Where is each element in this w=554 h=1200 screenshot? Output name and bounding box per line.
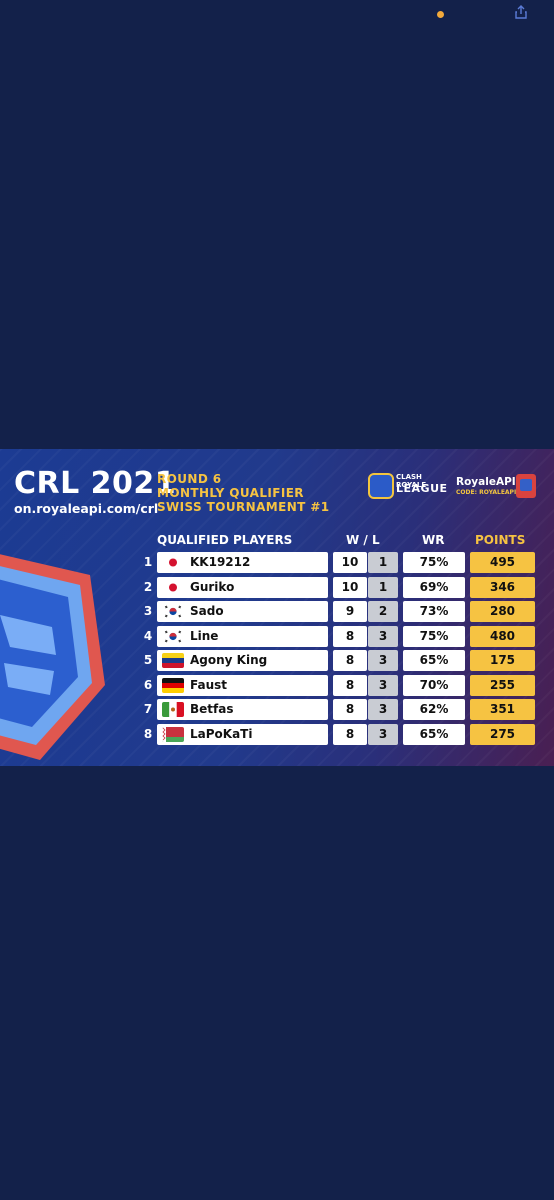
header-wl: W / L bbox=[346, 533, 380, 547]
wins: 8 bbox=[333, 674, 367, 696]
points: 495 bbox=[470, 552, 535, 573]
losses: 1 bbox=[368, 576, 398, 598]
player-name: Sado bbox=[190, 604, 224, 618]
crl-title: CRL 2021 bbox=[14, 466, 177, 501]
rank: 2 bbox=[143, 579, 153, 594]
clash-logo-line1: CLASH ROYALE bbox=[396, 473, 427, 489]
points: 351 bbox=[470, 699, 535, 720]
points: 255 bbox=[470, 674, 535, 696]
header-points: POINTS bbox=[475, 533, 526, 547]
rank: 3 bbox=[143, 604, 153, 618]
crl-shield-emblem bbox=[0, 554, 105, 760]
wins: 8 bbox=[333, 723, 367, 745]
germany-flag-icon bbox=[162, 677, 184, 693]
win-rate: 65% bbox=[403, 723, 465, 745]
table-row: 6 Faust 8 3 70% 255 bbox=[0, 674, 554, 696]
rank: 7 bbox=[143, 702, 153, 716]
wins: 9 bbox=[333, 601, 367, 622]
player-name: Line bbox=[190, 628, 219, 643]
losses: 3 bbox=[368, 625, 398, 647]
points: 280 bbox=[470, 601, 535, 622]
losses: 3 bbox=[368, 650, 398, 671]
player-name: Faust bbox=[190, 677, 228, 692]
player-cell: Sado bbox=[157, 601, 328, 622]
status-indicator bbox=[437, 11, 444, 18]
table-row: 4 Line 8 3 75% 480 bbox=[0, 625, 554, 647]
player-cell: Betfas bbox=[157, 699, 328, 720]
player-name: LaPoKaTi bbox=[190, 726, 253, 741]
table-row: 3 Sado 9 2 73% 280 bbox=[0, 601, 554, 622]
japan-flag-icon bbox=[162, 555, 184, 570]
player-cell: Line bbox=[157, 625, 328, 647]
rank: 8 bbox=[143, 726, 153, 741]
peru-flag-icon bbox=[162, 702, 184, 717]
player-cell: LaPoKaTi bbox=[157, 723, 328, 745]
south-korea-flag-icon bbox=[162, 628, 184, 644]
points: 175 bbox=[470, 650, 535, 671]
player-name: KK19212 bbox=[190, 555, 251, 569]
wins: 8 bbox=[333, 625, 367, 647]
losses: 3 bbox=[368, 674, 398, 696]
win-rate: 73% bbox=[403, 601, 465, 622]
subtitle-tournament: SWISS TOURNAMENT #1 bbox=[157, 500, 330, 514]
belarus-flag-icon bbox=[162, 726, 184, 742]
japan-flag-icon bbox=[162, 579, 184, 595]
losses: 3 bbox=[368, 699, 398, 720]
player-cell: Guriko bbox=[157, 576, 328, 598]
losses: 1 bbox=[368, 552, 398, 573]
player-name: Guriko bbox=[190, 579, 235, 594]
rank: 1 bbox=[143, 555, 153, 569]
wins: 8 bbox=[333, 650, 367, 671]
wins: 10 bbox=[333, 576, 367, 598]
wins: 8 bbox=[333, 699, 367, 720]
losses: 2 bbox=[368, 601, 398, 622]
crl-standings-image: CRL 2021 on.royaleapi.com/crl ROUND 6 MO… bbox=[0, 449, 554, 766]
player-cell: Agony King bbox=[157, 650, 328, 671]
player-cell: Faust bbox=[157, 674, 328, 696]
rank: 4 bbox=[143, 628, 153, 643]
clash-royale-league-logo: CLASH ROYALE LEAGUE bbox=[368, 471, 448, 503]
royaleapi-logo: RoyaleAPI CODE: ROYALEAPI bbox=[456, 474, 546, 508]
clash-logo-line2: LEAGUE bbox=[396, 482, 448, 495]
win-rate: 62% bbox=[403, 699, 465, 720]
win-rate: 70% bbox=[403, 674, 465, 696]
rank: 5 bbox=[143, 653, 153, 667]
venezuela-flag-icon bbox=[162, 653, 184, 668]
player-cell: KK19212 bbox=[157, 552, 328, 573]
south-korea-flag-icon bbox=[162, 604, 184, 619]
table-row: 8 LaPoKaTi 8 3 65% 275 bbox=[0, 723, 554, 745]
share-icon[interactable] bbox=[514, 5, 528, 19]
points: 480 bbox=[470, 625, 535, 647]
table-row: 2 Guriko 10 1 69% 346 bbox=[0, 576, 554, 598]
rank: 6 bbox=[143, 677, 153, 692]
player-name: Betfas bbox=[190, 702, 234, 716]
win-rate: 75% bbox=[403, 552, 465, 573]
crown-icon bbox=[368, 473, 394, 499]
header-qualified-players: QUALIFIED PLAYERS bbox=[157, 533, 293, 547]
header-wr: WR bbox=[422, 533, 445, 547]
win-rate: 65% bbox=[403, 650, 465, 671]
royaleapi-code: CODE: ROYALEAPI bbox=[456, 489, 517, 496]
win-rate: 69% bbox=[403, 576, 465, 598]
wins: 10 bbox=[333, 552, 367, 573]
subtitle-qualifier: MONTHLY QUALIFIER bbox=[157, 486, 304, 500]
points: 275 bbox=[470, 723, 535, 745]
win-rate: 75% bbox=[403, 625, 465, 647]
royaleapi-name: RoyaleAPI bbox=[456, 476, 516, 488]
royaleapi-badge-icon bbox=[516, 474, 536, 498]
points: 346 bbox=[470, 576, 535, 598]
player-name: Agony King bbox=[190, 653, 268, 667]
subtitle-round: ROUND 6 bbox=[157, 472, 222, 486]
table-row: 1 KK19212 10 1 75% 495 bbox=[0, 552, 554, 573]
table-row: 5 Agony King 8 3 65% 175 bbox=[0, 650, 554, 671]
crl-url: on.royaleapi.com/crl bbox=[14, 501, 159, 516]
table-row: 7 Betfas 8 3 62% 351 bbox=[0, 699, 554, 720]
losses: 3 bbox=[368, 723, 398, 745]
